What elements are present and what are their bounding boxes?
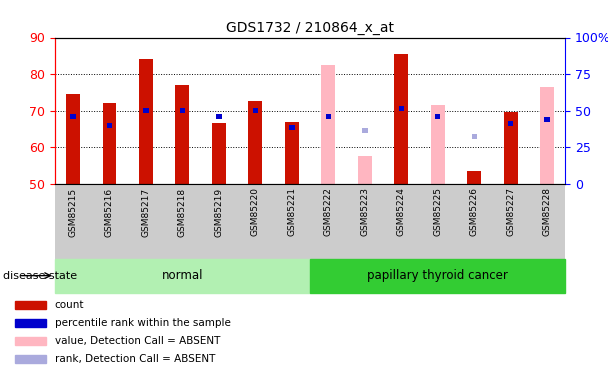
Text: count: count: [55, 300, 85, 310]
Title: GDS1732 / 210864_x_at: GDS1732 / 210864_x_at: [226, 21, 394, 35]
Text: GSM85216: GSM85216: [105, 188, 114, 237]
Bar: [15, 301, 46, 309]
Bar: [508, 121, 513, 126]
Text: GSM85220: GSM85220: [251, 188, 260, 237]
Text: GSM85221: GSM85221: [288, 188, 296, 237]
Bar: [325, 114, 331, 118]
Bar: [398, 106, 404, 111]
Text: GSM85226: GSM85226: [470, 188, 478, 237]
Bar: [212, 123, 226, 184]
Bar: [143, 108, 148, 113]
Bar: [471, 134, 477, 139]
Bar: [362, 128, 367, 133]
Bar: [139, 59, 153, 184]
Text: GSM85227: GSM85227: [506, 188, 515, 237]
Bar: [66, 94, 80, 184]
Bar: [431, 105, 444, 184]
Text: papillary thyroid cancer: papillary thyroid cancer: [367, 269, 508, 282]
Bar: [216, 114, 221, 118]
Bar: [15, 319, 46, 327]
Bar: [395, 54, 408, 184]
Text: GSM85223: GSM85223: [361, 188, 369, 237]
Bar: [252, 108, 258, 113]
Bar: [179, 108, 185, 113]
Bar: [504, 112, 517, 184]
Bar: [468, 171, 481, 184]
Text: GSM85219: GSM85219: [215, 188, 223, 237]
Text: GSM85215: GSM85215: [69, 188, 77, 237]
Bar: [106, 123, 112, 128]
Text: rank, Detection Call = ABSENT: rank, Detection Call = ABSENT: [55, 354, 215, 364]
Bar: [285, 122, 299, 184]
Text: GSM85228: GSM85228: [543, 188, 551, 237]
Bar: [358, 156, 371, 184]
Bar: [15, 337, 46, 345]
Bar: [289, 124, 294, 130]
Bar: [176, 85, 189, 184]
Text: value, Detection Call = ABSENT: value, Detection Call = ABSENT: [55, 336, 220, 346]
Text: GSM85218: GSM85218: [178, 188, 187, 237]
Bar: [103, 104, 116, 184]
Text: normal: normal: [162, 269, 203, 282]
Bar: [435, 114, 440, 118]
Bar: [15, 355, 46, 363]
Text: GSM85217: GSM85217: [142, 188, 150, 237]
Bar: [544, 117, 550, 122]
Text: GSM85225: GSM85225: [434, 188, 442, 237]
Text: GSM85222: GSM85222: [324, 188, 333, 236]
Bar: [249, 102, 262, 184]
Bar: [310, 259, 565, 292]
Text: disease state: disease state: [3, 271, 77, 280]
Bar: [55, 259, 310, 292]
Text: GSM85224: GSM85224: [397, 188, 406, 236]
Bar: [322, 65, 335, 184]
Bar: [70, 114, 75, 118]
Text: percentile rank within the sample: percentile rank within the sample: [55, 318, 230, 328]
Bar: [541, 87, 554, 184]
